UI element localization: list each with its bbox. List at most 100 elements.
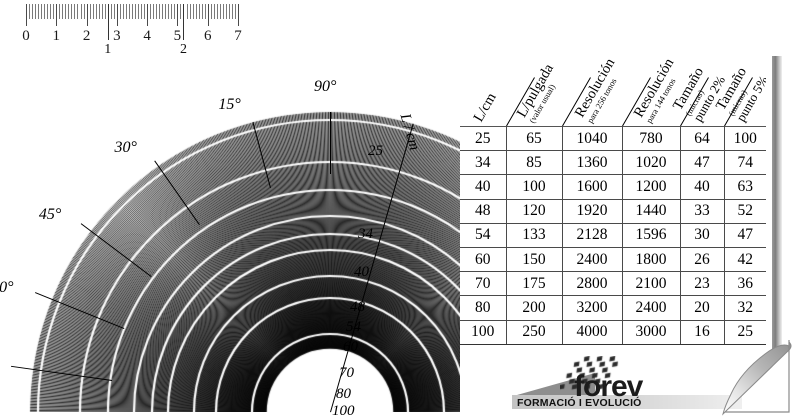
table-cell: 2400: [622, 295, 681, 320]
ruler-tick: [228, 4, 230, 19]
radial-scale-label: 40: [354, 264, 369, 280]
table-cell: 54: [460, 222, 507, 248]
table-header-cell: Resolución para 256 tonos: [572, 55, 626, 124]
ruler-tick: [156, 4, 158, 19]
ruler-tick: [59, 4, 61, 19]
table-header-cell: L/pulgada (valor usual): [514, 61, 565, 124]
table-cell: 40: [680, 174, 725, 200]
ruler-secondary-tick: [107, 4, 109, 40]
angle-label: 15°: [218, 96, 241, 114]
table-cell: 34: [460, 150, 507, 175]
table-cell: 20: [680, 295, 725, 320]
angle-label: 60°: [0, 278, 14, 296]
ruler-tick: [92, 4, 94, 19]
table-cell: 25: [724, 319, 766, 345]
ruler-tick: [35, 4, 37, 19]
radial-scale-label: 100: [332, 403, 355, 419]
table-cell: 4000: [562, 319, 623, 345]
table-header-row: L/cm L/pulgada (valor usual) Resolución para…: [460, 0, 766, 128]
table-cell: 63: [724, 174, 766, 200]
table-cell: 2800: [562, 271, 623, 296]
ruler-tick: [213, 4, 215, 19]
table-row: 60 150 2400 1800 26 42: [460, 246, 766, 272]
page-curl-corner: [722, 340, 792, 416]
ruler-tick: [104, 4, 106, 19]
table-cell: 120: [506, 198, 563, 224]
ruler-tick: [195, 4, 197, 19]
ruler-tick: [119, 4, 121, 19]
ruler-tick: [153, 4, 155, 19]
ruler-tick: [26, 4, 27, 26]
table-cell: 74: [724, 150, 766, 175]
table-cell: 40: [460, 174, 507, 200]
table-cell: 33: [680, 198, 725, 224]
ruler-tick: [68, 4, 70, 19]
ruler-tick: [192, 4, 194, 19]
table-cell: 200: [506, 295, 563, 320]
ruler-tick: [122, 4, 124, 19]
ruler-tick: [144, 4, 146, 19]
table-cell: 133: [506, 222, 563, 248]
ruler-tick: [132, 4, 133, 19]
table-cell: 60: [460, 246, 507, 272]
table-header-cell: Tamaño(micras)punto 5%: [713, 62, 766, 124]
ruler-tick: [47, 4, 49, 19]
ruler-tick: [141, 4, 143, 19]
ruler-tick: [177, 4, 179, 26]
table-cell: 1020: [622, 150, 681, 175]
radial-scale-label: 54: [346, 319, 361, 335]
table-header-cell: L/cm: [470, 89, 500, 125]
ruler-tick: [135, 4, 137, 19]
ruler-tick: [53, 4, 55, 19]
table-cell: 47: [680, 150, 725, 175]
ruling-table: L/cm L/pulgada (valor usual) Resolución para…: [460, 0, 766, 350]
table-body: 25 65 1040 780 64 100 34 85 1360 1020 47 74 40 100 160…: [460, 125, 766, 345]
table-cell: 250: [506, 319, 563, 345]
table-cell: 1800: [622, 246, 681, 272]
table-row: 48 120 1920 1440 33 52: [460, 198, 766, 224]
ruler-tick: [77, 4, 79, 19]
ruler-tick: [65, 4, 67, 19]
ruler-tick: [38, 4, 40, 19]
ruler-secondary-label: 1: [104, 42, 112, 57]
ruler-tick: [210, 4, 212, 19]
logo-wordmark: forev: [574, 370, 643, 403]
ruler-tick: [234, 4, 236, 19]
table-cell: 780: [622, 125, 681, 151]
angle-leader-line: [330, 112, 331, 174]
radial-scale-label: 48: [350, 299, 365, 315]
table-cell: 36: [724, 271, 766, 296]
table-cell: 25: [460, 125, 507, 151]
ruler-tick: [50, 4, 52, 19]
ruler-label: 1: [52, 28, 61, 44]
ruler-tick: [216, 4, 218, 19]
table-cell: 47: [724, 222, 766, 248]
table-cell: 1360: [562, 150, 623, 175]
table-cell: 3000: [622, 319, 681, 345]
table-cell: 1600: [562, 174, 623, 200]
ruler-label: 2: [82, 28, 91, 44]
table-row: 80 200 3200 2400 20 32: [460, 295, 766, 320]
table-cell: 80: [460, 295, 507, 320]
table-cell: 3200: [562, 295, 623, 320]
ruler-label: 7: [234, 28, 242, 44]
ruler-tick: [186, 4, 188, 19]
radial-scale-label: 34: [358, 226, 373, 242]
ruler-label: 0: [22, 28, 30, 44]
table-cell: 100: [460, 319, 507, 345]
ruler-tick: [128, 4, 130, 19]
table-header-main: L/cm: [470, 89, 500, 125]
ruler-tick: [95, 4, 97, 19]
table-cell: 1596: [622, 222, 681, 248]
ruler-tick: [219, 4, 221, 19]
table-row: 54 133 2128 1596 30 47: [460, 222, 766, 248]
ruler-tick: [62, 4, 64, 19]
table-cell: 32: [724, 295, 766, 320]
table-cell: 150: [506, 246, 563, 272]
ruler-tick: [98, 4, 100, 19]
ruler-tick: [32, 4, 34, 19]
table-cell: 26: [680, 246, 725, 272]
ruler-tick: [174, 4, 176, 19]
table-cell: 1920: [562, 198, 623, 224]
